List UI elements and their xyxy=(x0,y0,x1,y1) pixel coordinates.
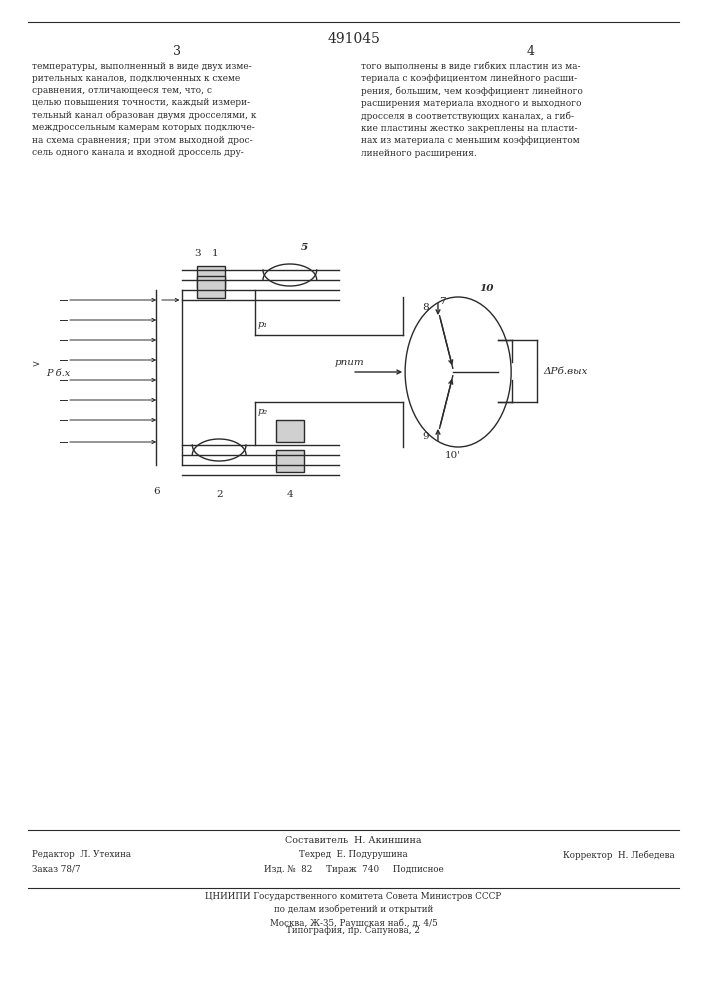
Text: Изд. №  82     Тираж  740     Подписное: Изд. № 82 Тираж 740 Подписное xyxy=(264,865,443,874)
Text: 10': 10' xyxy=(445,451,461,460)
Text: Заказ 78/7: Заказ 78/7 xyxy=(32,865,81,874)
Bar xyxy=(276,450,304,472)
Text: 491045: 491045 xyxy=(327,32,380,46)
Bar xyxy=(197,266,225,288)
Bar xyxy=(197,276,225,298)
Text: Составитель  Н. Акиншина: Составитель Н. Акиншина xyxy=(285,836,422,845)
Text: 4: 4 xyxy=(526,45,534,58)
Text: рпит: рпит xyxy=(334,358,364,367)
Text: 4: 4 xyxy=(286,490,293,499)
Text: ЦНИИПИ Государственного комитета Совета Министров СССР
по делам изобретений и от: ЦНИИПИ Государственного комитета Совета … xyxy=(206,892,501,928)
Text: температуры, выполненный в виде двух изме-
рительных каналов, подключенных к схе: температуры, выполненный в виде двух изм… xyxy=(32,62,256,157)
Text: 3: 3 xyxy=(194,249,201,258)
Text: Редактор  Л. Утехина: Редактор Л. Утехина xyxy=(32,850,131,859)
Text: р₂: р₂ xyxy=(258,407,268,416)
Text: 8: 8 xyxy=(422,303,429,312)
Text: ΔРб.вых: ΔРб.вых xyxy=(543,367,588,376)
Text: 1: 1 xyxy=(212,249,218,258)
Text: Корректор  Н. Лебедева: Корректор Н. Лебедева xyxy=(563,850,675,859)
Text: того выполнены в виде гибких пластин из ма-
териала с коэффициентом линейного ра: того выполнены в виде гибких пластин из … xyxy=(361,62,583,157)
Text: >: > xyxy=(33,360,40,369)
Text: Р б.х: Р б.х xyxy=(46,368,70,377)
Text: Типография, пр. Сапунова, 2: Типография, пр. Сапунова, 2 xyxy=(286,926,421,935)
Text: 5: 5 xyxy=(300,243,308,252)
Bar xyxy=(276,420,304,442)
Text: 9: 9 xyxy=(422,432,429,441)
Text: р₁: р₁ xyxy=(258,320,268,329)
Text: 6: 6 xyxy=(153,487,160,496)
Text: 3: 3 xyxy=(173,45,181,58)
Text: 7: 7 xyxy=(440,297,446,306)
Text: 2: 2 xyxy=(216,490,223,499)
Text: Техред  Е. Подурушина: Техред Е. Подурушина xyxy=(299,850,408,859)
Text: 10: 10 xyxy=(479,284,494,293)
